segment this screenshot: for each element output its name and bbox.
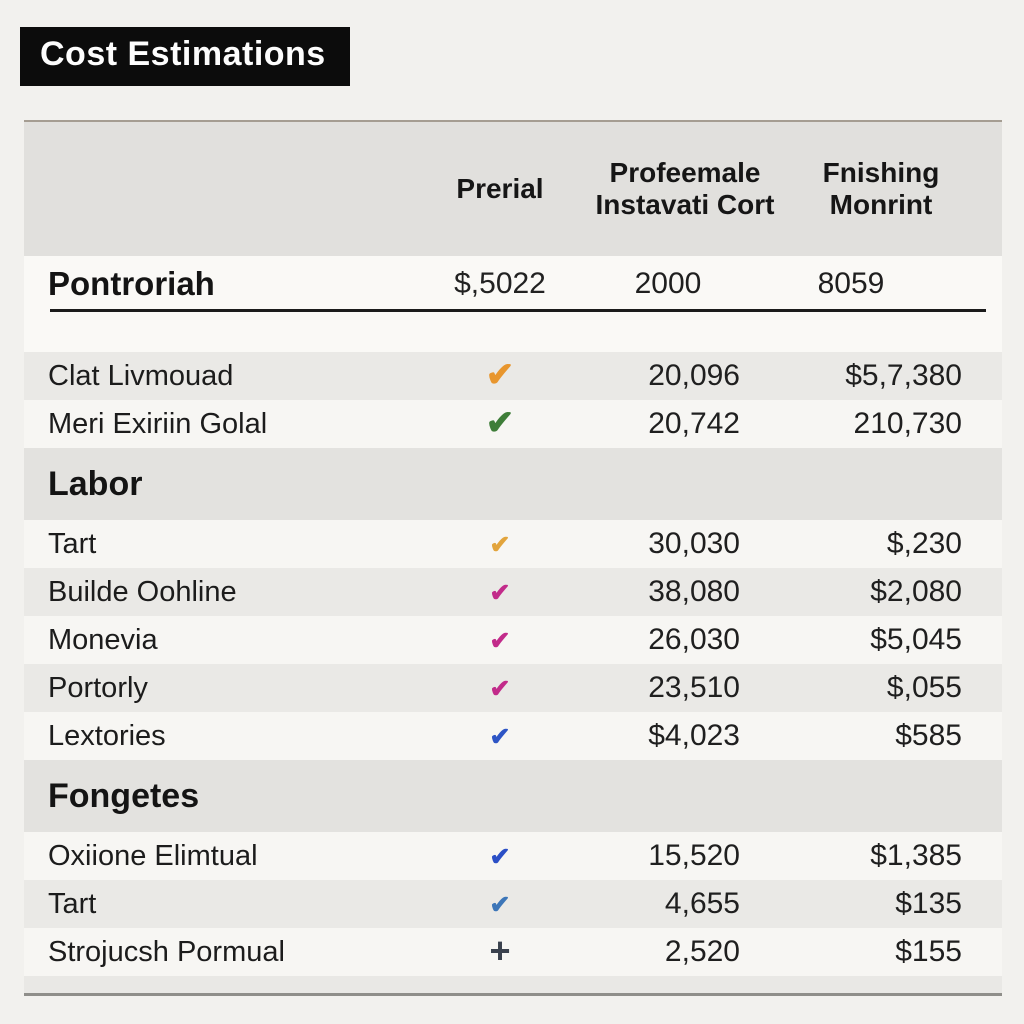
cost-value: 20,096 <box>648 359 740 392</box>
prerial-cell: ✔ <box>404 887 596 921</box>
row-label: Lextories <box>48 719 166 752</box>
finish-value: $585 <box>895 719 962 752</box>
finish-value: 210,730 <box>853 407 962 440</box>
cost-value: 20,742 <box>648 407 740 440</box>
spacer-row <box>24 312 1002 352</box>
finish-value: $2,080 <box>870 575 962 608</box>
check-icon: ✔ <box>489 531 511 559</box>
cost-value: 23,510 <box>648 671 740 704</box>
finish-value: $,230 <box>886 527 962 560</box>
cost-value: 2,520 <box>664 935 740 968</box>
table-row: Oxiione Elimtual ✔ 15,520 $1,385 <box>24 832 1002 880</box>
column-header-cost: Profeemale Instavati Cort <box>595 156 775 220</box>
prerial-cell: ✔ <box>404 575 596 609</box>
row-label: Monevia <box>48 623 158 656</box>
cost-value: 4,655 <box>664 887 740 920</box>
table-row: Clat Livmouad ✔ 20,096 $5,7,380 <box>24 352 1002 400</box>
row-label: Oxiione Elimtual <box>48 839 258 872</box>
page-title: Cost Estimations <box>40 35 326 73</box>
row-label: Tart <box>48 527 97 560</box>
cost-value: 30,030 <box>648 527 740 560</box>
row-label: Portorly <box>48 671 148 704</box>
table-row: Meri Exiriin Golal ✔ 20,742 210,730 <box>24 400 1002 448</box>
table-row: Tart ✔ 30,030 $,230 <box>24 520 1002 568</box>
total-underline <box>50 309 986 312</box>
check-icon: ✔ <box>485 404 515 442</box>
prerial-cell: ✔ <box>404 671 596 705</box>
check-icon: ✔ <box>489 579 511 607</box>
row-label: Builde Oohline <box>48 575 237 608</box>
prerial-cell: ✔ <box>404 623 596 657</box>
finish-value: 8059 <box>817 267 885 300</box>
row-label: Clat Livmouad <box>48 359 234 392</box>
prerial-cell: ✔ <box>404 406 596 442</box>
prerial-cell: ✔ <box>404 839 596 873</box>
table-footer-strip <box>24 976 1002 993</box>
check-icon: ✔ <box>489 627 511 655</box>
row-label: Tart <box>48 887 97 920</box>
prerial-cell: ✔ <box>404 358 596 394</box>
table-header-row: Prerial Profeemale Instavati Cort Fnishi… <box>24 122 1002 256</box>
section-title: Labor <box>48 464 143 503</box>
cost-value: 26,030 <box>648 623 740 656</box>
table-row: Portorly ✔ 23,510 $,055 <box>24 664 1002 712</box>
finish-value: $,055 <box>886 671 962 704</box>
cost-value: 2000 <box>634 267 702 300</box>
plus-icon: + <box>489 930 511 971</box>
total-row: Pontroriah $,5022 2000 8059 <box>24 256 1002 312</box>
row-label: Meri Exiriin Golal <box>48 407 268 440</box>
row-label: Strojucsh Pormual <box>48 935 285 968</box>
table-row: Monevia ✔ 26,030 $5,045 <box>24 616 1002 664</box>
table-row: Lextories ✔ $4,023 $585 <box>24 712 1002 760</box>
prerial-cell: $,5022 <box>454 267 546 300</box>
section-row: Fongetes <box>24 760 1002 832</box>
section-title: Fongetes <box>48 776 200 815</box>
prerial-cell: ✔ <box>404 719 596 753</box>
column-header-prerial: Prerial <box>456 172 544 204</box>
check-icon: ✔ <box>489 723 511 751</box>
table-row: Builde Oohline ✔ 38,080 $2,080 <box>24 568 1002 616</box>
check-icon: ✔ <box>489 675 511 703</box>
finish-value: $155 <box>895 935 962 968</box>
table-row: Strojucsh Pormual +2,520 $155 <box>24 928 1002 976</box>
finish-value: $5,045 <box>870 623 962 656</box>
cost-value: 38,080 <box>648 575 740 608</box>
check-icon: ✔ <box>489 843 511 871</box>
title-banner: Cost Estimations <box>20 27 350 86</box>
row-label: Pontroriah <box>48 265 215 302</box>
cost-table: Prerial Profeemale Instavati Cort Fnishi… <box>24 120 1002 996</box>
prerial-cell: + <box>404 933 596 971</box>
column-header-finish: Fnishing Monrint <box>822 156 940 220</box>
section-row: Labor <box>24 448 1002 520</box>
check-icon: ✔ <box>489 891 511 919</box>
table-row: Tart ✔ 4,655 $135 <box>24 880 1002 928</box>
prerial-cell: ✔ <box>404 527 596 561</box>
finish-value: $5,7,380 <box>845 359 962 392</box>
finish-value: $1,385 <box>870 839 962 872</box>
finish-value: $135 <box>895 887 962 920</box>
check-icon: ✔ <box>485 356 515 394</box>
cost-value: $4,023 <box>648 719 740 752</box>
cost-value: 15,520 <box>648 839 740 872</box>
table-body: Pontroriah $,5022 2000 8059 Clat Livmouad ✔ 20… <box>24 256 1002 976</box>
